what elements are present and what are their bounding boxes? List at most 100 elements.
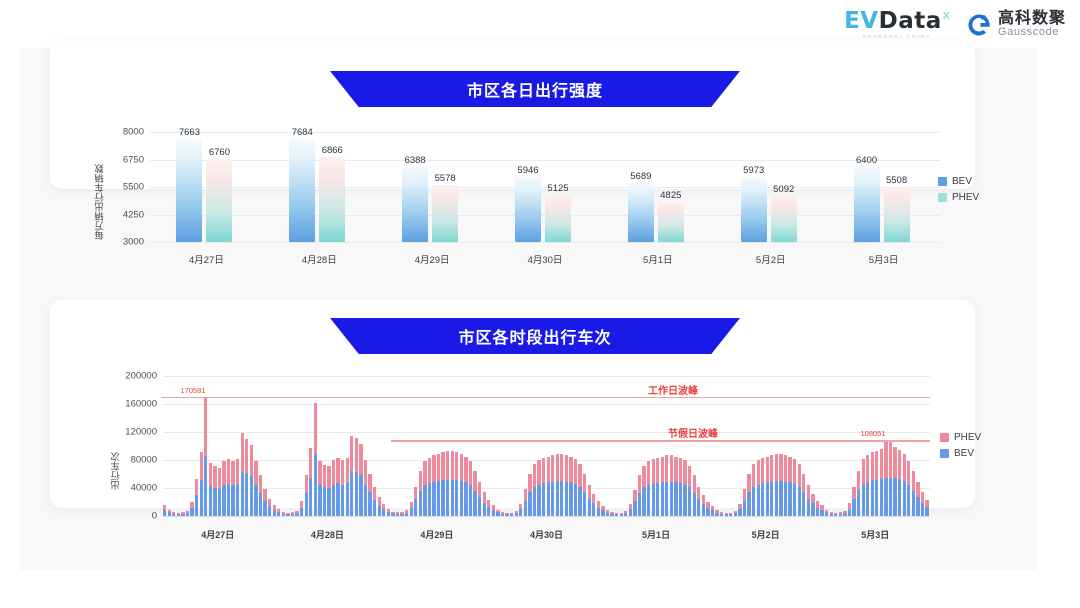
- chart2-stacked-bar: [674, 456, 678, 516]
- chart2-bar-phev: [222, 461, 226, 486]
- chart2-stacked-bar: [327, 466, 331, 516]
- chart1-legend: BEV PHEV: [938, 176, 979, 203]
- chart2-bar-phev: [409, 502, 413, 509]
- chart2-stacked-bar: [774, 453, 779, 516]
- chart2-stacked-bar: [706, 501, 710, 516]
- chart2-bar-bev: [902, 481, 906, 516]
- chart1-y-tick-label: 5500: [122, 181, 144, 193]
- chart2-bar-phev: [487, 499, 491, 507]
- chart2-bar-phev: [395, 512, 400, 514]
- chart2-stacked-bar: [788, 456, 792, 516]
- chart2-stacked-bar: [692, 475, 696, 516]
- chart2-bar-phev: [815, 501, 820, 508]
- chart2-stacked-bar: [710, 505, 715, 516]
- chart2-bar-bev: [697, 499, 701, 516]
- chart2-stacked-bar: [834, 512, 838, 516]
- chart2-bar-bev: [738, 509, 742, 516]
- chart2-bar-phev: [226, 459, 231, 484]
- chart2-stacked-bar: [719, 512, 724, 516]
- chart2-bar-bev: [870, 480, 874, 516]
- chart2-stacked-bar: [911, 471, 916, 516]
- chart2-bar-phev: [733, 511, 737, 514]
- chart2-bar-bev: [391, 513, 395, 516]
- chart2-bar-bev: [779, 481, 783, 516]
- chart2-stacked-bar: [354, 437, 359, 516]
- chart2-bar-bev: [911, 490, 916, 516]
- chart2-bar-bev: [468, 485, 473, 516]
- chart2-bar-bev: [852, 499, 856, 516]
- chart2-bar-bev: [414, 499, 418, 516]
- chart2-bar-bev: [496, 512, 500, 516]
- chart1-bar-value: 5973: [743, 164, 765, 176]
- chart2-legend-item[interactable]: PHEV: [940, 432, 981, 443]
- chart2-bar-phev: [751, 464, 756, 487]
- chart2-bar-bev: [719, 513, 724, 516]
- chart2-bar-bev: [272, 509, 276, 516]
- chart2-stacked-bar: [761, 457, 765, 516]
- chart2-bar-phev: [414, 486, 418, 500]
- chart2-stacked-bar: [806, 485, 810, 516]
- chart2-gridline: [163, 432, 930, 433]
- chart1-bar-bev: [853, 167, 880, 242]
- chart2-bar-bev: [400, 513, 404, 516]
- chart2-bar-bev: [555, 481, 559, 516]
- chart2-stacked-bar: [363, 460, 368, 516]
- chart2-bar-phev: [555, 453, 559, 481]
- chart1-bar-bev: [402, 167, 429, 242]
- chart2-stacked-bar: [404, 510, 409, 516]
- chart2-stacked-bar: [532, 464, 537, 516]
- chart2-stacked-bar: [715, 509, 719, 516]
- chart2-bar-bev: [313, 454, 317, 516]
- chart1-plot-area: 7663 6760 7684 6866 6388 5578 5946 5125 5689 4825…: [150, 127, 940, 242]
- chart2-bar-bev: [514, 513, 518, 516]
- chart2-stacked-bar: [528, 474, 532, 516]
- chart2-bar-bev: [208, 485, 212, 516]
- chart2-bar-phev: [701, 495, 705, 505]
- chart1-legend-item[interactable]: BEV: [938, 176, 979, 187]
- chart2-bar-bev: [427, 483, 432, 516]
- chart2-stacked-bar: [322, 464, 327, 516]
- chart2-bar-phev: [345, 457, 349, 484]
- chart2-stacked-bar: [916, 482, 920, 516]
- chart1-legend-item[interactable]: PHEV: [938, 192, 979, 203]
- chart2-bar-phev: [770, 455, 774, 482]
- chart2-bar-bev: [327, 488, 331, 516]
- chart2-bar-phev: [578, 464, 582, 487]
- chart2-bar-phev: [514, 510, 518, 514]
- chart2-stacked-bar: [459, 453, 464, 516]
- chart2-bar-phev: [318, 461, 322, 486]
- chart2-bar-bev: [423, 485, 427, 516]
- chart2-bar-phev: [642, 465, 646, 488]
- legend-swatch-icon: [940, 433, 949, 442]
- chart2-legend-item[interactable]: BEV: [940, 448, 981, 459]
- chart2-bar-phev: [724, 512, 728, 515]
- chart2-stacked-bar: [783, 455, 788, 516]
- chart2-bar-bev: [811, 503, 815, 516]
- chart2-bar-bev: [541, 483, 546, 516]
- chart1-gridline: [150, 242, 940, 243]
- chart2-stacked-bar: [473, 471, 477, 516]
- chart2-bar-bev: [277, 512, 281, 516]
- chart2-bar-bev: [665, 481, 669, 516]
- chart2-bar-phev: [254, 461, 258, 486]
- chart2-stacked-bar: [236, 459, 240, 516]
- legend-swatch-icon: [938, 193, 947, 202]
- chart2-bar-phev: [299, 501, 304, 508]
- chart2-bar-phev: [528, 474, 532, 493]
- chart2-stacked-bar: [281, 511, 285, 516]
- chart2-bar-bev: [920, 502, 925, 516]
- chart2-bar-bev: [354, 471, 359, 516]
- chart2-stacked-bar: [299, 501, 304, 516]
- chart2-bar-bev: [446, 479, 450, 516]
- chart2-bar-phev: [459, 453, 464, 481]
- chart2-stacked-bar: [409, 502, 413, 516]
- chart2-bar-bev: [436, 481, 441, 516]
- chart2-bar-phev: [710, 505, 715, 511]
- chart2-bar-phev: [692, 475, 696, 493]
- chart2-bar-phev: [268, 498, 272, 507]
- chart2-bar-bev: [610, 513, 614, 516]
- chart2-stacked-bar: [436, 453, 441, 516]
- evdata-x-icon: x: [942, 7, 950, 22]
- chart-card-daily-intensity: [50, 41, 975, 189]
- chart2-bar-phev: [217, 467, 222, 489]
